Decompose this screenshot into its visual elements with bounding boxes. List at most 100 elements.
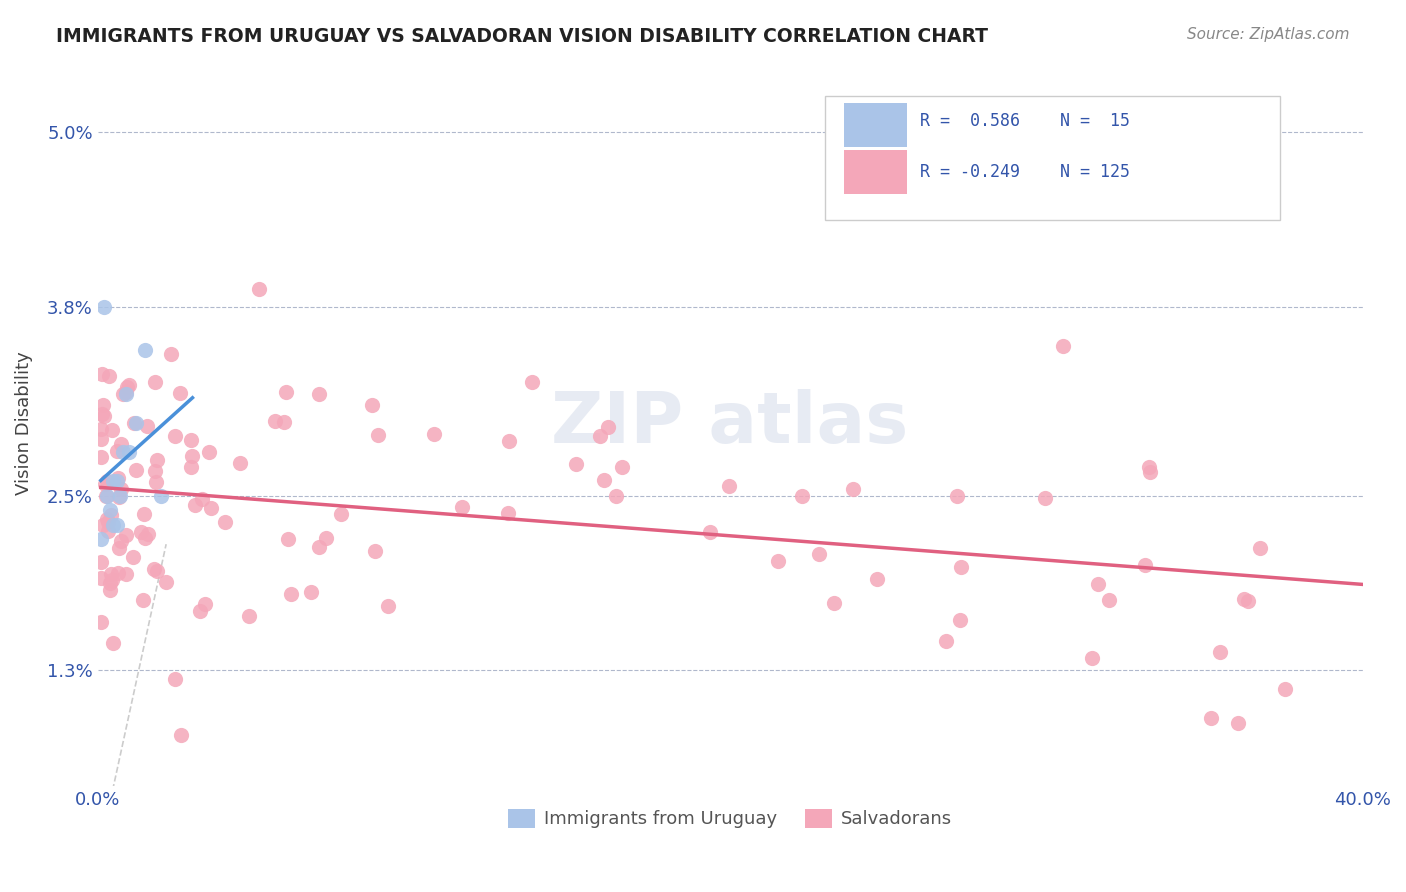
Point [717,479,740,493]
Point [93,300,115,314]
Point [136,419,159,434]
Point [146,452,169,467]
Point [274,384,297,399]
Point [105,474,128,488]
Point [103,474,125,488]
Point [100,574,122,588]
Point [1249,541,1271,555]
Point [498,434,520,449]
Point [610,460,633,475]
Point [125,462,148,476]
Point [146,564,169,578]
Point [90,367,112,381]
Point [596,419,619,434]
Point [134,343,156,358]
Point [364,544,387,558]
Point [90,421,112,435]
Point [94,476,117,491]
Point [605,490,627,504]
Point [315,531,337,545]
Point [565,457,588,471]
Point [191,491,214,506]
Point [100,576,122,591]
Point [103,517,125,532]
Point [360,398,382,412]
Point [90,615,112,629]
Point [132,507,155,521]
Point [238,609,260,624]
Point [423,426,446,441]
Point [193,597,215,611]
Point [1233,592,1256,607]
Point [451,500,474,514]
Point [1199,710,1222,724]
Point [214,515,236,529]
Point [98,369,121,384]
Point [110,533,132,548]
Point [91,407,114,421]
Point [377,599,399,614]
Point [98,583,121,598]
Point [118,378,141,392]
Point [122,549,145,564]
Point [107,566,129,581]
Point [308,386,330,401]
Point [90,533,112,547]
Point [90,433,112,447]
Point [132,593,155,607]
Point [100,567,122,582]
Point [1226,716,1249,731]
Point [520,375,543,389]
Point [134,531,156,545]
FancyBboxPatch shape [844,103,907,147]
Point [1139,465,1161,479]
Point [247,282,270,296]
Point [114,385,136,400]
Point [946,489,969,503]
Point [96,512,118,526]
Point [145,464,167,478]
Point [592,473,614,487]
Point [1139,460,1161,475]
Point [329,507,352,521]
Point [1087,577,1109,591]
Point [866,573,889,587]
Point [1052,339,1074,353]
Point [935,634,957,648]
Point [807,547,830,561]
Point [110,482,132,496]
Text: IMMIGRANTS FROM URUGUAY VS SALVADORAN VISION DISABILITY CORRELATION CHART: IMMIGRANTS FROM URUGUAY VS SALVADORAN VI… [56,27,988,45]
Point [105,443,128,458]
Point [93,409,115,423]
Point [96,475,118,489]
Point [180,434,202,448]
Point [129,524,152,539]
Point [96,489,118,503]
Y-axis label: Vision Disability: Vision Disability [15,351,32,495]
Point [1209,645,1232,659]
Point [841,482,863,496]
Point [124,416,146,430]
Point [143,561,166,575]
Point [97,515,120,529]
Point [165,428,187,442]
Text: ZIP atlas: ZIP atlas [551,389,908,458]
Point [1274,681,1296,696]
Point [188,604,211,618]
Point [115,387,138,401]
Point [198,445,221,459]
Point [823,596,845,610]
Legend: Immigrants from Uruguay, Salvadorans: Immigrants from Uruguay, Salvadorans [501,802,959,836]
Point [1236,594,1258,608]
Point [118,445,141,459]
Point [108,491,131,505]
Point [145,475,167,490]
Point [90,555,112,569]
Point [367,428,389,442]
Point [94,489,117,503]
Point [149,489,172,503]
Point [180,460,202,475]
Point [200,500,222,515]
Point [110,437,132,451]
Point [496,506,519,520]
